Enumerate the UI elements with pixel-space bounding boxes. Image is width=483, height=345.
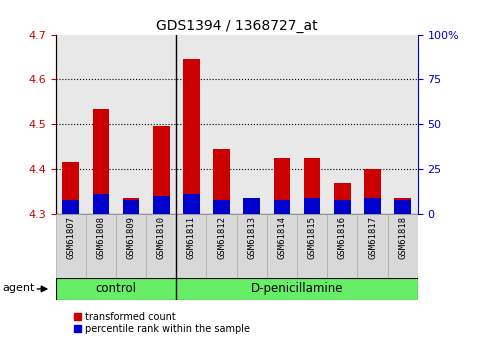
Text: GSM61809: GSM61809 <box>127 216 136 259</box>
Bar <box>62 200 79 214</box>
FancyBboxPatch shape <box>56 278 418 300</box>
Text: GSM61811: GSM61811 <box>187 216 196 259</box>
Bar <box>123 200 139 214</box>
Bar <box>93 109 109 214</box>
Bar <box>274 200 290 214</box>
Bar <box>243 198 260 214</box>
Text: control: control <box>96 283 136 295</box>
Text: GSM61817: GSM61817 <box>368 216 377 259</box>
Text: GSM61813: GSM61813 <box>247 216 256 259</box>
Text: GSM61808: GSM61808 <box>96 216 105 259</box>
Bar <box>243 198 260 214</box>
FancyBboxPatch shape <box>146 214 176 278</box>
Bar <box>334 200 351 214</box>
Text: GSM61818: GSM61818 <box>398 216 407 259</box>
Text: GSM61810: GSM61810 <box>156 216 166 259</box>
Text: GSM61814: GSM61814 <box>277 216 286 259</box>
Text: GSM61807: GSM61807 <box>66 216 75 259</box>
Text: GSM61812: GSM61812 <box>217 216 226 259</box>
FancyBboxPatch shape <box>86 214 116 278</box>
FancyBboxPatch shape <box>327 214 357 278</box>
FancyBboxPatch shape <box>388 214 418 278</box>
Bar <box>183 59 199 214</box>
FancyBboxPatch shape <box>176 214 207 278</box>
Bar <box>395 200 411 214</box>
Bar <box>364 169 381 214</box>
Text: GSM61816: GSM61816 <box>338 216 347 259</box>
Bar <box>213 149 230 214</box>
FancyBboxPatch shape <box>56 214 86 278</box>
Bar <box>304 198 320 214</box>
Bar <box>153 127 170 214</box>
FancyBboxPatch shape <box>116 214 146 278</box>
Legend: transformed count, percentile rank within the sample: transformed count, percentile rank withi… <box>74 312 250 334</box>
Bar <box>93 194 109 214</box>
Bar <box>123 198 139 214</box>
Bar <box>395 198 411 214</box>
Bar <box>364 198 381 214</box>
Bar <box>304 158 320 214</box>
FancyBboxPatch shape <box>297 214 327 278</box>
Title: GDS1394 / 1368727_at: GDS1394 / 1368727_at <box>156 19 317 33</box>
FancyBboxPatch shape <box>267 214 297 278</box>
Bar <box>334 183 351 214</box>
Bar <box>62 162 79 214</box>
Bar <box>153 196 170 214</box>
Bar <box>213 200 230 214</box>
Text: D-penicillamine: D-penicillamine <box>251 283 343 295</box>
FancyBboxPatch shape <box>357 214 388 278</box>
FancyBboxPatch shape <box>237 214 267 278</box>
Text: agent: agent <box>3 283 35 293</box>
Bar <box>183 194 199 214</box>
FancyBboxPatch shape <box>207 214 237 278</box>
Bar <box>274 158 290 214</box>
Text: GSM61815: GSM61815 <box>308 216 317 259</box>
